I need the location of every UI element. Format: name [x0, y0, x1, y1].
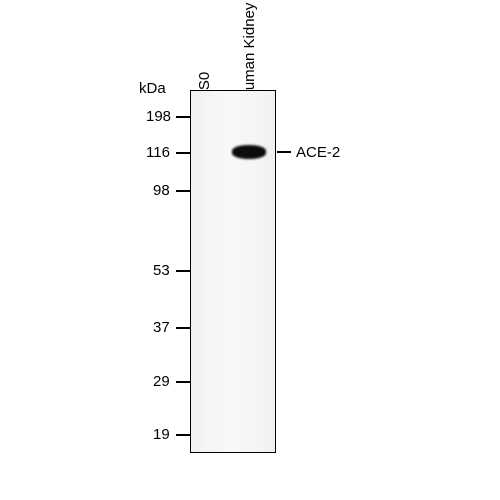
marker-29: 29	[153, 373, 170, 390]
marker-37: 37	[153, 319, 170, 336]
marker-198: 198	[146, 108, 171, 125]
marker-19: 19	[153, 426, 170, 443]
lane-label-human-kidney: Human Kidney	[241, 3, 258, 101]
blot-figure: kDa NS0 Human Kidney 198 116 98 53 37 29…	[0, 0, 500, 500]
marker-tick-19	[176, 434, 190, 436]
marker-tick-37	[176, 327, 190, 329]
band-tick-ace2	[277, 151, 291, 153]
marker-tick-98	[176, 190, 190, 192]
marker-tick-53	[176, 270, 190, 272]
kda-unit-label: kDa	[139, 80, 166, 97]
marker-tick-198	[176, 116, 190, 118]
band-label-ace2: ACE-2	[296, 144, 340, 161]
marker-tick-29	[176, 381, 190, 383]
marker-tick-116	[176, 152, 190, 154]
marker-116: 116	[146, 144, 170, 161]
marker-98: 98	[153, 182, 170, 199]
band-ace2	[232, 145, 266, 159]
marker-53: 53	[153, 262, 170, 279]
blot-membrane	[190, 90, 276, 453]
